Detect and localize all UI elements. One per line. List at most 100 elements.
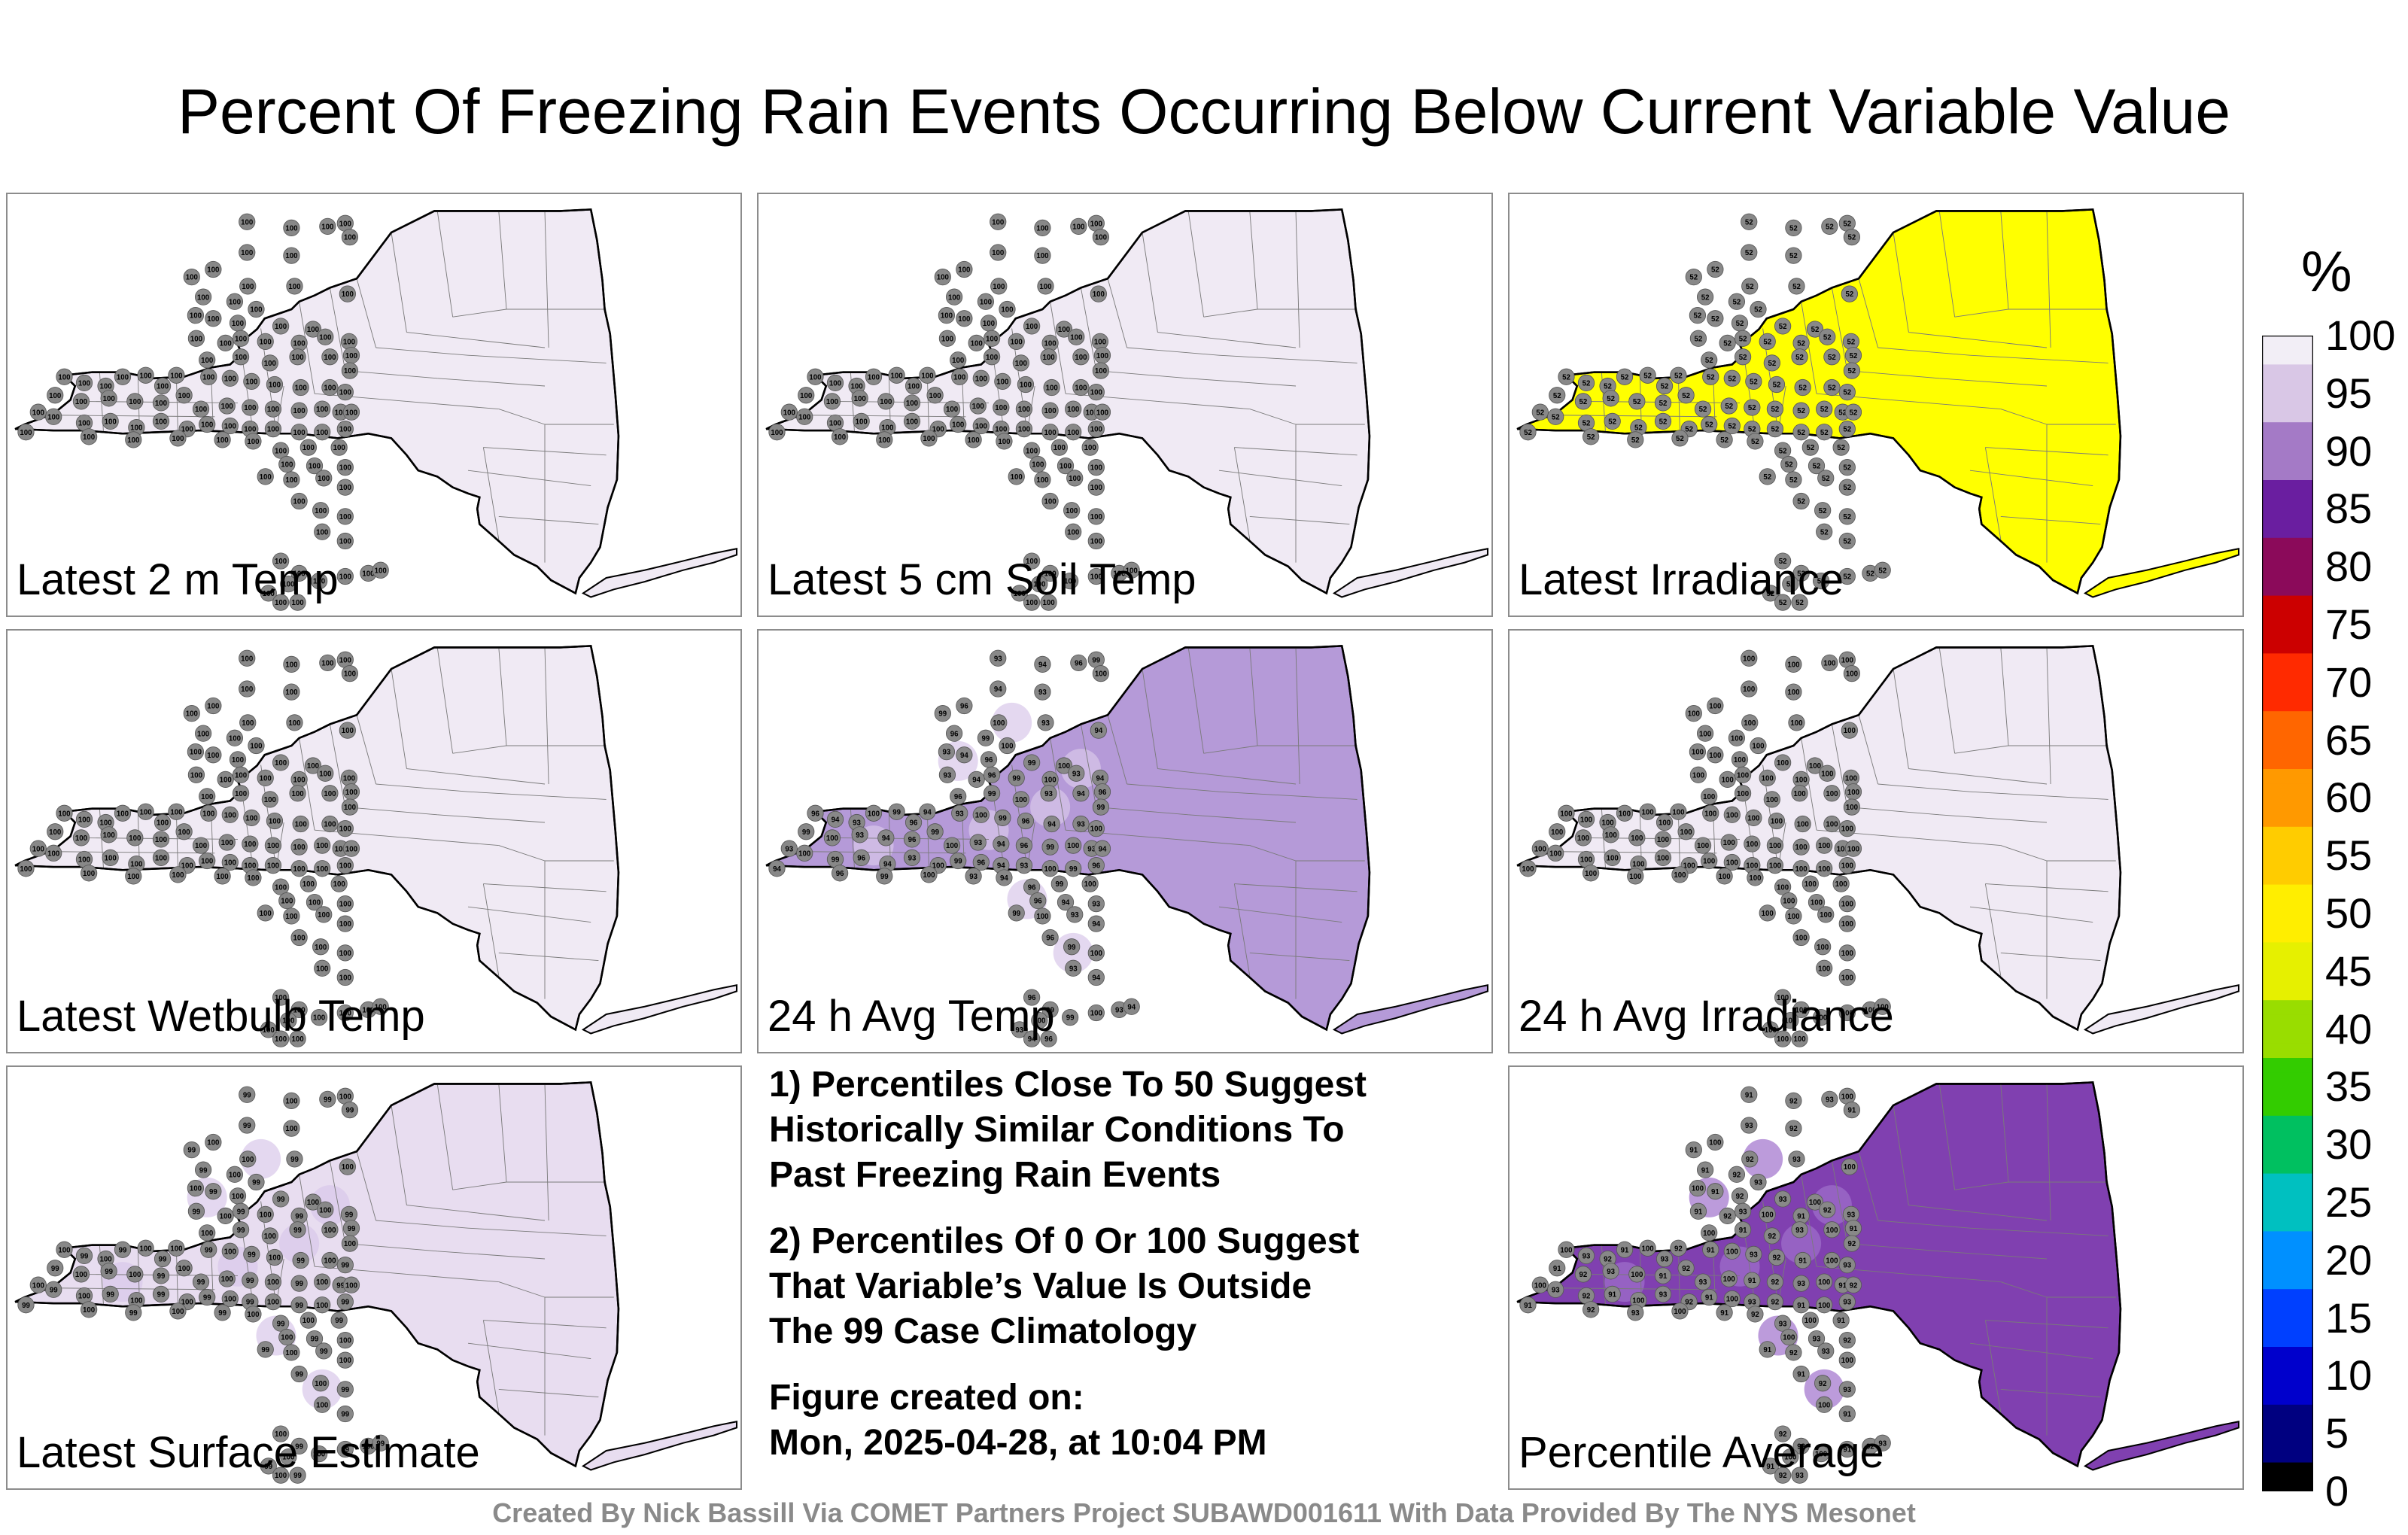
svg-text:92: 92 (1579, 1271, 1588, 1279)
county-line (1969, 791, 2109, 800)
svg-text:100: 100 (1864, 1006, 1876, 1014)
svg-text:93: 93 (1822, 1348, 1830, 1356)
station-marker: 100 (1627, 868, 1644, 885)
svg-text:100: 100 (1769, 842, 1781, 850)
station-marker: 100 (1741, 680, 1758, 698)
station-marker: 100 (272, 754, 290, 771)
contour-blotch (1743, 1138, 1783, 1179)
svg-text:100: 100 (291, 599, 303, 607)
svg-text:92: 92 (1866, 1442, 1874, 1451)
station-marker: 52 (1808, 457, 1826, 475)
svg-text:100: 100 (32, 409, 44, 417)
station-marker: 100 (137, 1239, 154, 1257)
station-marker: 99 (200, 1241, 217, 1258)
station-marker: 99 (232, 1221, 250, 1239)
station-marker: 100 (1012, 354, 1029, 372)
station-marker: 92 (1719, 1207, 1736, 1224)
svg-text:100: 100 (220, 776, 232, 784)
svg-text:100: 100 (878, 436, 890, 445)
station-marker: 100 (218, 397, 236, 415)
svg-text:100: 100 (1044, 429, 1057, 437)
svg-text:93: 93 (1659, 1290, 1668, 1299)
svg-text:99: 99 (237, 1226, 245, 1235)
station-marker: 100 (1813, 1445, 1830, 1463)
colorbar-step (2262, 609, 2313, 625)
county-line (1249, 409, 1297, 425)
station-marker: 99 (154, 1250, 172, 1268)
station-marker: 100 (1791, 785, 1808, 802)
svg-text:100: 100 (1847, 845, 1859, 853)
colorbar-step (2262, 408, 2313, 423)
svg-text:100: 100 (1580, 816, 1592, 824)
station-marker: 100 (339, 1158, 356, 1175)
station-marker: 100 (205, 697, 222, 715)
county-line (1801, 301, 1817, 394)
station-marker: 100 (341, 229, 359, 246)
colorbar-tick-label: 80 (2325, 543, 2373, 591)
station-marker: 100 (72, 1266, 90, 1283)
svg-text:94: 94 (960, 752, 968, 760)
svg-text:100: 100 (854, 395, 866, 403)
county-line (452, 745, 507, 754)
station-marker: 99 (232, 1202, 250, 1220)
svg-text:99: 99 (246, 1299, 254, 1307)
station-marker: 94 (1072, 785, 1090, 802)
station-marker: 99 (336, 1257, 354, 1274)
station-marker: 99 (306, 1330, 324, 1348)
svg-text:100: 100 (1841, 1093, 1853, 1101)
svg-text:100: 100 (1113, 570, 1125, 578)
station-marker: 52 (1741, 244, 1758, 261)
station-marker: 52 (1823, 348, 1841, 366)
svg-text:100: 100 (975, 375, 987, 383)
county-line (356, 715, 377, 785)
svg-text:100: 100 (1818, 865, 1830, 874)
svg-text:100: 100 (1534, 845, 1546, 853)
station-marker: 100 (1838, 915, 1856, 932)
svg-text:52: 52 (1773, 381, 1781, 390)
station-marker: 100 (1092, 665, 1110, 682)
svg-text:100: 100 (339, 974, 351, 983)
county-line (1107, 278, 1128, 348)
station-marker: 100 (950, 351, 967, 369)
svg-text:100: 100 (178, 1265, 190, 1273)
svg-text:100: 100 (155, 836, 167, 844)
svg-text:100: 100 (1577, 834, 1589, 843)
station-marker: 91 (1549, 1260, 1566, 1277)
svg-text:100: 100 (201, 357, 213, 365)
colorbar-step (2262, 986, 2313, 1001)
county-line (544, 647, 549, 785)
station-marker: 100 (1823, 1251, 1841, 1269)
station-marker: 100 (990, 278, 1008, 295)
station-marker: 100 (239, 649, 256, 667)
station-marker: 100 (1041, 424, 1059, 441)
svg-text:99: 99 (51, 1265, 59, 1273)
svg-text:52: 52 (1608, 418, 1616, 426)
svg-text:91: 91 (1850, 1225, 1858, 1233)
svg-text:100: 100 (241, 655, 253, 663)
svg-text:100: 100 (1793, 790, 1805, 798)
svg-text:93: 93 (1748, 1299, 1756, 1307)
station-marker: 100 (1583, 865, 1600, 882)
svg-text:99: 99 (218, 1309, 227, 1318)
station-marker: 52 (1549, 387, 1566, 404)
svg-text:52: 52 (1745, 218, 1753, 226)
station-marker: 52 (1806, 321, 1824, 338)
station-marker: 99 (1041, 838, 1059, 856)
county-line (498, 1388, 599, 1398)
station-marker: 100 (1574, 829, 1592, 847)
svg-text:52: 52 (1771, 426, 1780, 434)
svg-text:100: 100 (316, 965, 328, 973)
svg-text:100: 100 (958, 266, 970, 275)
state-border (1516, 1081, 2122, 1468)
station-marker: 93 (1741, 1117, 1758, 1134)
station-marker: 100 (218, 1270, 236, 1287)
svg-text:100: 100 (195, 406, 207, 414)
svg-text:93: 93 (974, 839, 982, 847)
station-marker: 100 (1041, 860, 1059, 877)
station-marker: 91 (1843, 1102, 1861, 1119)
station-marker: 100 (876, 431, 893, 448)
svg-text:100: 100 (344, 670, 356, 679)
svg-text:100: 100 (190, 749, 202, 757)
station-marker: 99 (1065, 860, 1082, 877)
svg-text:100: 100 (293, 498, 306, 506)
